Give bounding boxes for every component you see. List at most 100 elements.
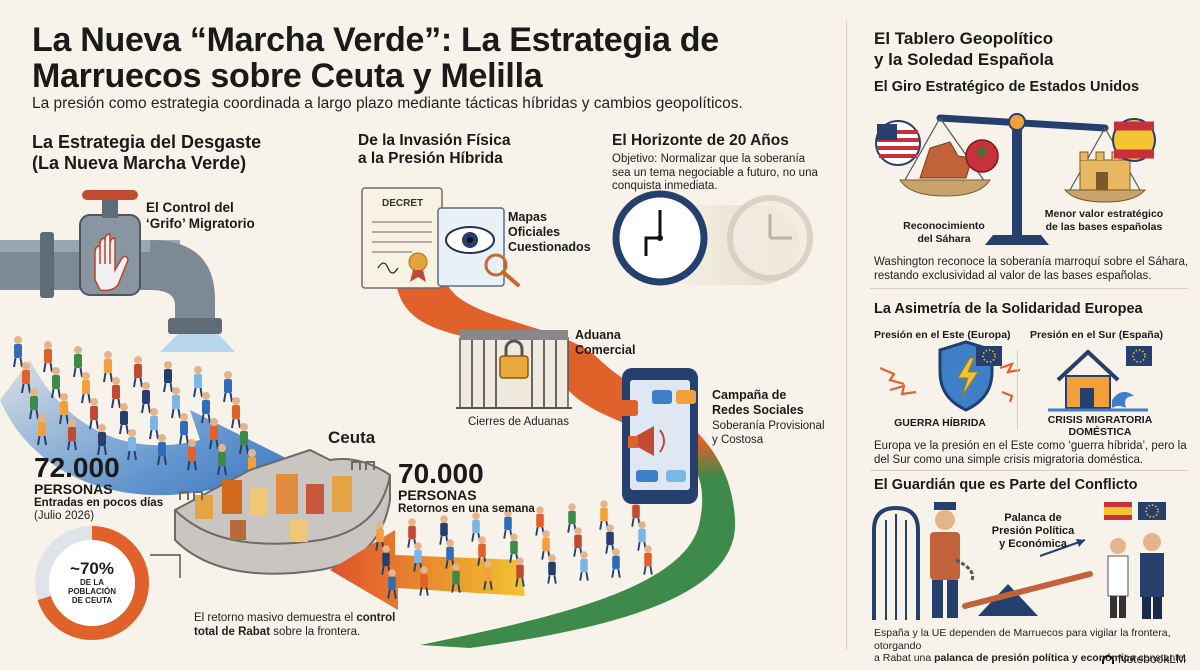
maps-label-line-3: Cuestionados <box>508 240 591 254</box>
person-head <box>446 539 454 547</box>
person-head <box>14 336 22 344</box>
person-body <box>60 401 68 415</box>
person-legs <box>37 435 47 446</box>
person-head <box>600 500 608 508</box>
donut-line-3: DE CEUTA <box>71 596 113 605</box>
person-legs <box>209 439 219 450</box>
stat-inflow-number: 72.000 <box>34 452 120 483</box>
person-body <box>248 457 256 471</box>
person-head <box>606 524 614 532</box>
customs-label-line-2: Comercial <box>575 343 636 357</box>
person-legs <box>21 383 31 394</box>
horizon-desc-line-3: conquista inmediata. <box>612 180 718 192</box>
person-head <box>38 414 46 422</box>
stat-return-desc: Retornos en una semana <box>398 503 535 515</box>
person-body <box>612 555 620 570</box>
right-divider-2 <box>870 470 1188 471</box>
tap-illustration <box>0 190 235 352</box>
eu-heading: La Asimetría de la Solidaridad Europea <box>874 301 1143 317</box>
person-head <box>516 557 524 565</box>
right-divider-1 <box>870 288 1188 289</box>
donut-line-1: DE LA <box>80 578 104 587</box>
lever-label-line-2: Presión Política <box>991 525 1075 537</box>
person-body <box>600 507 608 522</box>
person-body <box>82 380 90 394</box>
eu-desc-line-1: Europa ve la presión en el Este como ‘gu… <box>874 440 1187 452</box>
person-legs <box>201 413 211 424</box>
person-head <box>542 530 550 538</box>
person-body <box>632 504 640 519</box>
person-head <box>128 429 136 437</box>
person-body <box>574 534 582 549</box>
person-body <box>232 405 240 419</box>
person-legs <box>59 414 69 425</box>
person-legs <box>187 460 197 471</box>
person-head <box>232 397 240 405</box>
person-body <box>516 564 524 579</box>
person-body <box>414 549 422 564</box>
guardian-gate <box>872 505 920 620</box>
person-head <box>68 419 76 427</box>
crowd-inflow <box>13 336 257 481</box>
person-head <box>112 377 120 385</box>
us-desc-line-1: Washington reconoce la soberanía marroqu… <box>874 256 1189 268</box>
ceuta-fortress <box>174 448 391 575</box>
us-left-label-line-1: Reconocimiento <box>903 220 985 232</box>
person-body <box>388 576 396 591</box>
social-desc: Soberanía Provisional y Costosa <box>712 420 825 447</box>
eu-south-caption: CRISIS MIGRATORIA DOMÉSTICA <box>1030 414 1170 438</box>
person-body <box>580 558 588 573</box>
maps-eye-document <box>437 207 520 287</box>
person-body <box>638 528 646 543</box>
person-body <box>14 344 22 358</box>
person-body <box>644 552 652 567</box>
stat-return: 70.000 PERSONAS Retornos en una semana <box>398 460 535 516</box>
person-body <box>180 421 188 435</box>
lever-seesaw <box>962 539 1093 616</box>
person-head <box>510 533 518 541</box>
guardian-desc-bold: palanca de presión política y económica <box>934 652 1136 664</box>
person-legs <box>483 580 493 590</box>
person-legs <box>103 372 113 383</box>
person-head <box>414 542 422 550</box>
person-legs <box>43 362 53 373</box>
person-legs <box>67 440 77 451</box>
eu-flag-east <box>976 346 1002 366</box>
person-legs <box>141 403 151 414</box>
migration-house <box>1048 349 1148 412</box>
person-head <box>472 512 480 520</box>
middle-heading: De la Invasión Física a la Presión Híbri… <box>358 132 510 168</box>
lever-label-line-1: Palanca de <box>1004 512 1062 524</box>
page-subtitle: La presión como estrategia coordinada a … <box>32 95 743 112</box>
person-body <box>536 513 544 528</box>
right-heading-line-2: y la Soledad Española <box>874 50 1054 69</box>
person-head <box>240 423 248 431</box>
us-left-label-line-2: del Sáhara <box>917 232 971 245</box>
social-label-line-2: Redes Sociales <box>712 403 804 417</box>
person-head <box>580 551 588 559</box>
person-head <box>44 341 52 349</box>
person-body <box>510 540 518 555</box>
person-head <box>30 388 38 396</box>
person-head <box>638 521 646 529</box>
stat-inflow-desc: Entradas en pocos días <box>34 497 164 509</box>
horizon-desc: Objetivo: Normalizar que la soberanía se… <box>612 153 832 194</box>
guardian-desc-line-1: España y la UE dependen de Marruecos par… <box>874 627 1171 652</box>
tap-label: El Control del ‘Grifo’ Migratorio <box>146 200 255 232</box>
lever-label-line-3: y Económica <box>999 538 1067 550</box>
person-legs <box>149 429 159 440</box>
stat-return-unit: PERSONAS <box>398 487 477 503</box>
person-body <box>194 374 202 388</box>
person-legs <box>157 455 167 466</box>
us-right-label-line-1: Menor valor estratégico <box>1044 208 1164 220</box>
migration-arrow <box>0 360 290 520</box>
social-phone <box>614 368 698 504</box>
guardian-desc-post: constante. <box>1135 652 1187 664</box>
right-heading: El Tablero Geopolítico y la Soledad Espa… <box>874 28 1054 70</box>
horizon-heading: El Horizonte de 20 Años <box>612 132 789 149</box>
person-legs <box>223 392 233 403</box>
person-head <box>218 444 226 452</box>
person-legs <box>239 444 249 455</box>
person-body <box>150 416 158 430</box>
person-body <box>376 528 384 543</box>
